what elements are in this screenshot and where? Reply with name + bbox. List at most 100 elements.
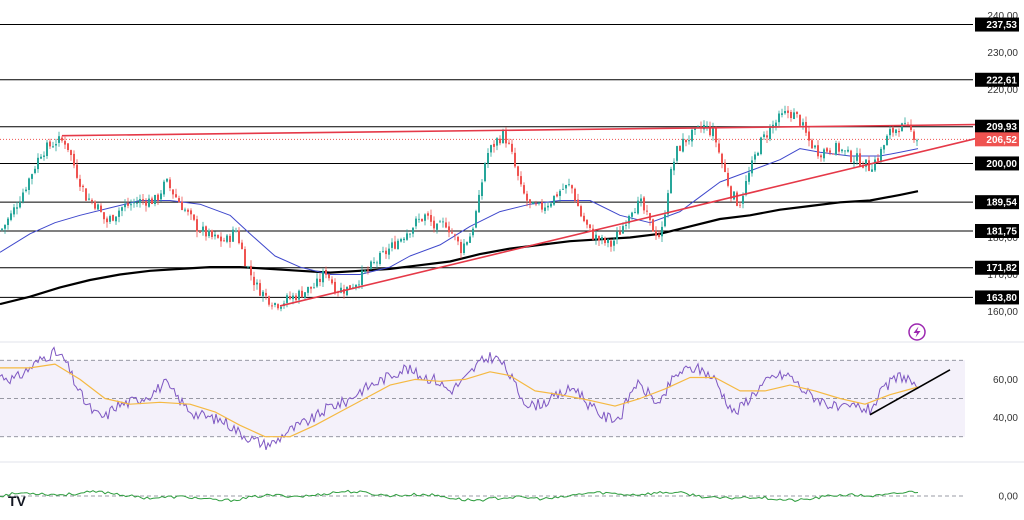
- level-tag: 163,80: [986, 293, 1017, 304]
- candle-body: [172, 189, 174, 195]
- candle-body: [292, 295, 294, 300]
- candle-body: [712, 128, 714, 137]
- candle-body: [658, 234, 660, 237]
- candle-body: [13, 207, 15, 215]
- candle-body: [316, 278, 318, 287]
- candle-body: [817, 145, 819, 157]
- candle-body: [877, 158, 879, 161]
- candle-body: [880, 148, 882, 162]
- candle-body: [598, 236, 600, 241]
- level-tag-bg: [975, 72, 1019, 87]
- candle-body: [871, 169, 873, 172]
- last-price-tag-bg: [975, 132, 1019, 147]
- level-tag-bg: [975, 17, 1019, 32]
- candle-body: [901, 123, 903, 132]
- candle-body: [169, 179, 171, 189]
- level-tag-bg: [975, 195, 1019, 210]
- last-price-tag: 206,52: [986, 135, 1017, 146]
- candle-body: [310, 286, 312, 289]
- candle-body: [790, 112, 792, 118]
- level-tag: 237,53: [986, 20, 1017, 31]
- candle-body: [445, 222, 447, 228]
- candle-body: [448, 226, 450, 233]
- candle-body: [577, 199, 579, 207]
- candle-body: [22, 192, 24, 202]
- candle-body: [436, 223, 438, 230]
- candle-body: [538, 202, 540, 204]
- lightning-icon[interactable]: [908, 323, 926, 341]
- level-tag: 171,82: [986, 263, 1017, 274]
- candle-body: [220, 236, 222, 242]
- candle-body: [784, 111, 786, 114]
- candle-body: [895, 129, 897, 133]
- price-axis-tick: 240,00: [987, 11, 1018, 22]
- candle-body: [796, 111, 798, 114]
- candle-body: [526, 193, 528, 201]
- candle-body: [610, 240, 612, 247]
- candle-body: [787, 110, 789, 113]
- candle-body: [100, 205, 102, 212]
- candle-body: [373, 262, 375, 263]
- tradingview-logo-icon[interactable]: TV: [8, 493, 27, 509]
- candle-body: [154, 195, 156, 204]
- candle-body: [655, 230, 657, 236]
- level-tag: 222,61: [986, 75, 1017, 86]
- candle-body: [265, 292, 267, 296]
- candle-body: [88, 198, 90, 200]
- candle-body: [856, 153, 858, 161]
- candle-body: [19, 202, 21, 208]
- level-tag: 189,54: [986, 198, 1017, 209]
- candle-body: [325, 270, 327, 275]
- candle-body: [463, 243, 465, 253]
- level-tag-bg: [975, 119, 1019, 134]
- candle-body: [103, 212, 105, 220]
- candle-body: [214, 234, 216, 237]
- candle-body: [52, 146, 54, 148]
- candle-body: [28, 178, 30, 190]
- candle-body: [763, 134, 765, 137]
- candle-body: [544, 207, 546, 211]
- candle-body: [289, 296, 291, 299]
- candle-body: [31, 174, 33, 179]
- candle-body: [811, 140, 813, 149]
- candle-body: [124, 204, 126, 208]
- candle-body: [898, 131, 900, 133]
- candle-body: [835, 143, 837, 155]
- candle-body: [706, 125, 708, 127]
- price-axis-tick: 170,00: [987, 270, 1018, 281]
- candle-body: [580, 206, 582, 217]
- candle-body: [274, 303, 276, 305]
- price-axis-tick: 230,00: [987, 48, 1018, 59]
- candle-body: [427, 213, 429, 216]
- candle-body: [883, 145, 885, 150]
- candle-body: [382, 251, 384, 253]
- rsi-signal-line: [0, 363, 919, 438]
- candle-body: [469, 236, 471, 243]
- candle-body: [604, 237, 606, 244]
- level-tag-bg: [975, 290, 1019, 305]
- candle-body: [349, 285, 351, 289]
- candle-body: [697, 126, 699, 127]
- candle-body: [211, 230, 213, 237]
- candle-body: [136, 202, 138, 204]
- candle-body: [238, 230, 240, 244]
- candle-body: [397, 240, 399, 249]
- candle-body: [115, 216, 117, 222]
- candle-body: [670, 168, 672, 194]
- candle-body: [568, 184, 570, 186]
- candle-body: [307, 286, 309, 293]
- candle-body: [904, 122, 906, 124]
- candle-body: [193, 214, 195, 220]
- candle-body: [7, 218, 9, 225]
- candle-body: [622, 226, 624, 234]
- level-tag-bg: [975, 260, 1019, 275]
- candle-body: [433, 220, 435, 229]
- candle-body: [613, 240, 615, 246]
- price-axis: 240,00 230,00 220,00 180,00 170,00 160,00: [987, 11, 1018, 318]
- candle-body: [277, 304, 279, 309]
- price-axis-tick: 180,00: [987, 233, 1018, 244]
- candle-body: [757, 152, 759, 156]
- candle-body: [94, 201, 96, 209]
- candle-body: [661, 226, 663, 237]
